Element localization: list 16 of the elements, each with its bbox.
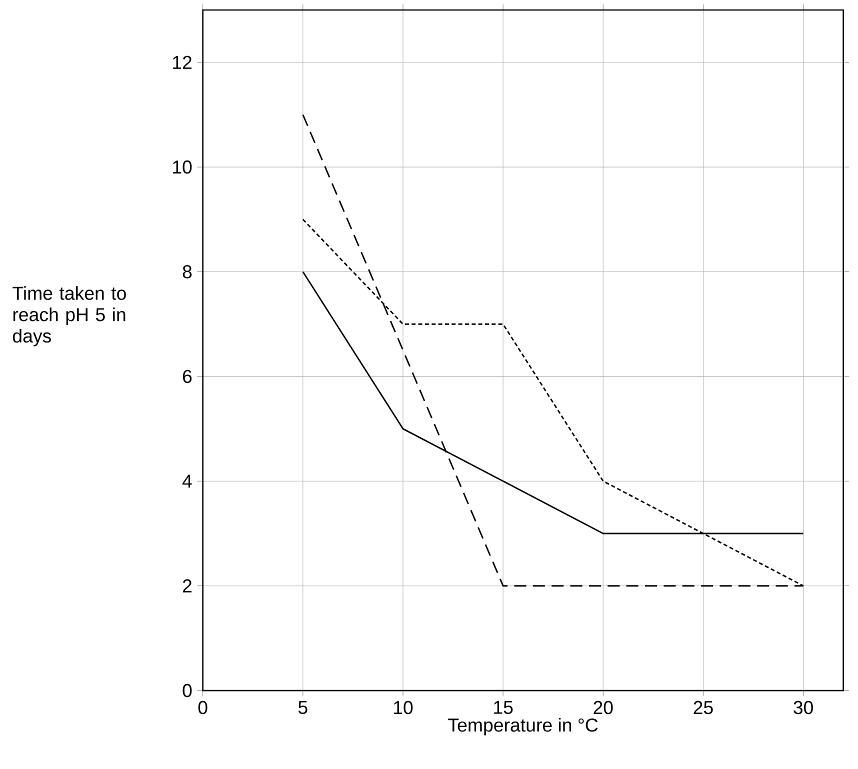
- x-tick-label: 30: [794, 701, 813, 714]
- x-tick-label: 0: [198, 701, 208, 714]
- y-tick-label: 12: [173, 56, 192, 70]
- y-tick-label: 10: [173, 160, 192, 174]
- x-tick-label: 5: [298, 701, 308, 714]
- x-tick-label: 25: [694, 701, 713, 714]
- y-axis-title: Time taken to reach pH 5 in days: [12, 286, 126, 346]
- y-tick-label: 4: [182, 474, 192, 488]
- y-tick-label: 8: [182, 265, 192, 279]
- y-tick-label: 6: [182, 370, 192, 384]
- x-axis-title: Temperature in °C: [448, 718, 598, 736]
- x-tick-label: 20: [594, 701, 613, 714]
- x-tick-label: 10: [394, 701, 413, 714]
- x-tick-label: 15: [494, 701, 513, 714]
- y-tick-label: 0: [182, 684, 192, 698]
- y-tick-label: 2: [182, 580, 192, 593]
